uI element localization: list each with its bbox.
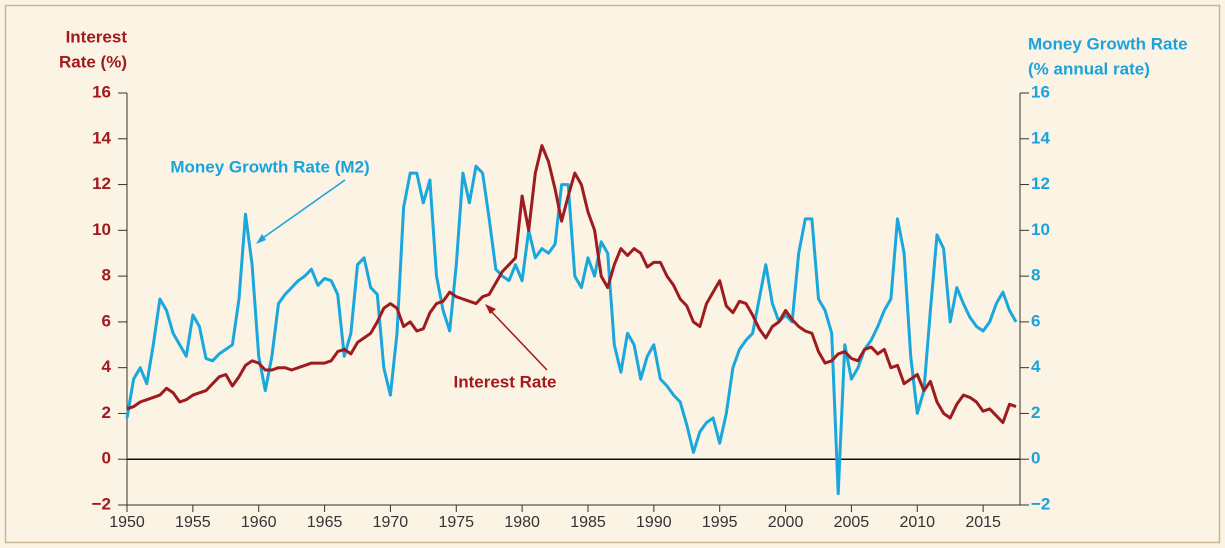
y2-tick-label: 16: [1031, 82, 1050, 101]
y2-tick-label: 10: [1031, 220, 1050, 239]
y2-tick-label: 8: [1031, 266, 1040, 285]
annotation-label: Interest Rate: [454, 372, 557, 391]
x-tick-label: 1975: [438, 514, 474, 531]
y2-tick-label: 12: [1031, 174, 1050, 193]
y2-axis-label: Money Growth Rate: [1028, 34, 1188, 53]
arrow-head: [256, 234, 266, 244]
y2-tick-label: −2: [1031, 494, 1050, 513]
x-tick-label: 2015: [965, 514, 1001, 531]
x-tick-label: 2010: [899, 514, 935, 531]
y2-tick-label: 4: [1031, 357, 1041, 376]
y-tick-label: 0: [102, 449, 111, 468]
y2-tick-label: 2: [1031, 403, 1040, 422]
x-tick-label: 1980: [504, 514, 540, 531]
y-axis-label: Interest: [66, 27, 128, 46]
annotation-arrow: [488, 308, 548, 371]
y-tick-label: 14: [92, 128, 111, 147]
series-line: [125, 164, 1018, 496]
annotation-label: Money Growth Rate (M2): [170, 157, 369, 176]
y2-tick-label: 14: [1031, 128, 1050, 147]
y-tick-label: 8: [102, 266, 111, 285]
y-tick-label: 4: [102, 357, 112, 376]
y-tick-label: 12: [92, 174, 111, 193]
x-tick-label: 1950: [109, 514, 145, 531]
annotation-arrow: [259, 179, 346, 241]
y-tick-label: 2: [102, 403, 111, 422]
y2-axis-label: (% annual rate): [1028, 59, 1150, 78]
x-tick-label: 1995: [702, 514, 738, 531]
y-tick-label: 6: [102, 311, 111, 330]
arrow-head: [485, 304, 496, 314]
annotations: Money Growth Rate (M2) Interest Rate: [170, 157, 556, 391]
y-axis-label: Rate (%): [59, 52, 127, 71]
y2-tick-label: 0: [1031, 449, 1040, 468]
x-tick-label: 1965: [307, 514, 343, 531]
y-tick-label: −2: [92, 494, 111, 513]
x-tick-label: 1970: [373, 514, 409, 531]
series-line: [126, 144, 1017, 425]
x-tick-label: 2005: [834, 514, 870, 531]
y-tick-label: 16: [92, 82, 111, 101]
y2-tick-label: 6: [1031, 311, 1040, 330]
x-tick-label: 2000: [768, 514, 804, 531]
x-tick-label: 1990: [636, 514, 672, 531]
y-tick-label: 10: [92, 220, 111, 239]
x-tick-label: 1955: [175, 514, 211, 531]
x-tick-label: 1960: [241, 514, 277, 531]
x-tick-label: 1985: [570, 514, 606, 531]
